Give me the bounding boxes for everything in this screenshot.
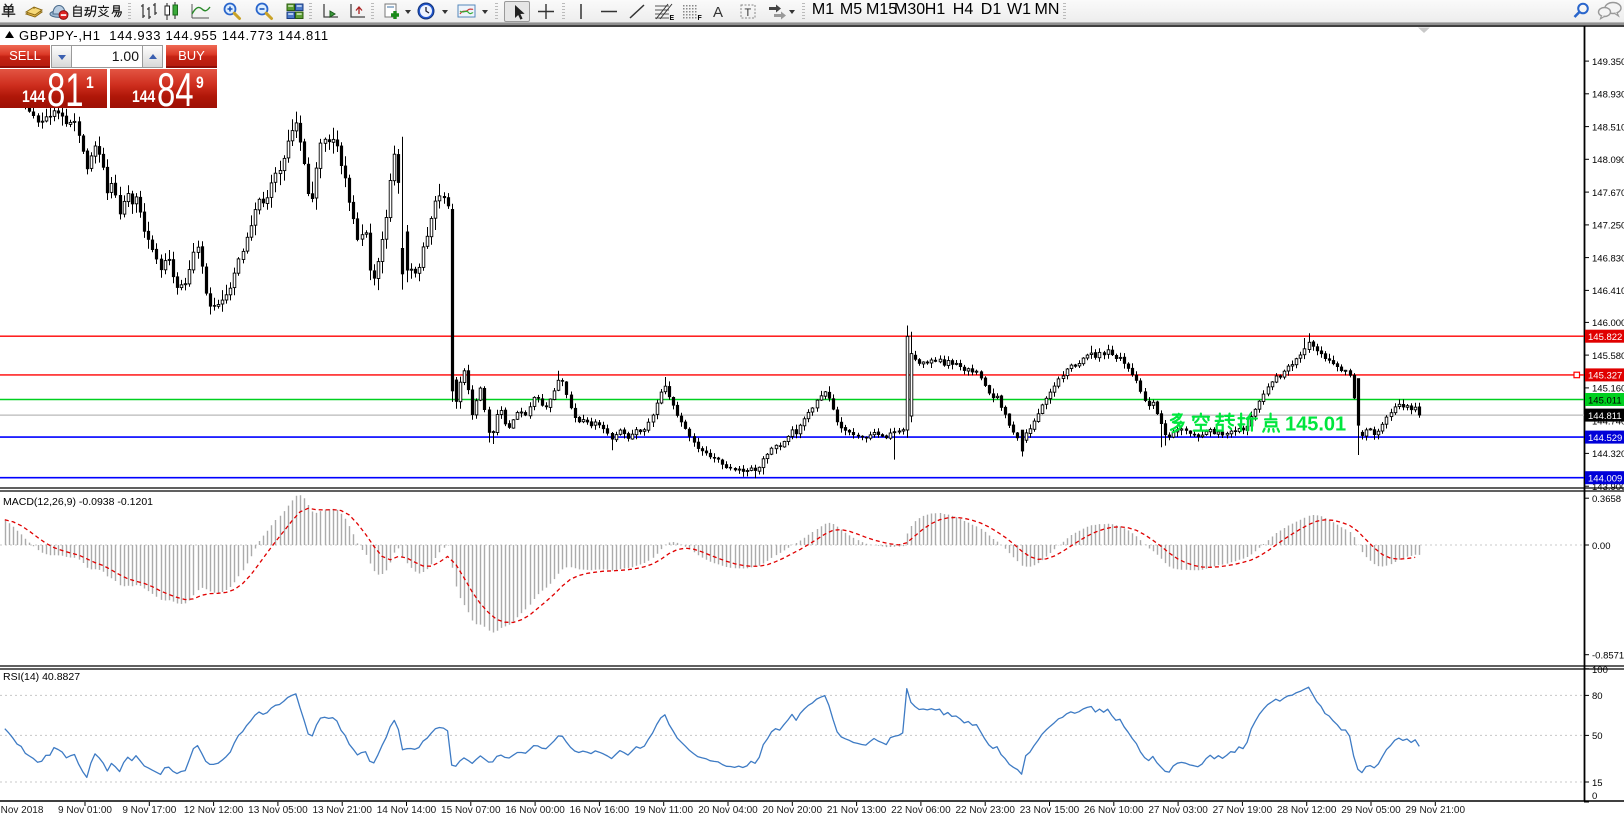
svg-text:23 Nov 15:00: 23 Nov 15:00 [1020,805,1080,816]
svg-text:9 Nov 17:00: 9 Nov 17:00 [122,805,176,816]
svg-text:100: 100 [1592,665,1608,676]
svg-text:F: F [698,15,703,22]
svg-text:28 Nov 12:00: 28 Nov 12:00 [1277,805,1337,816]
svg-text:19 Nov 11:00: 19 Nov 11:00 [634,805,693,816]
svg-text:148.510: 148.510 [1592,122,1624,133]
svg-text:147.670: 147.670 [1592,188,1624,199]
svg-text:MACD(12,26,9) -0.0938 -0.1201: MACD(12,26,9) -0.0938 -0.1201 [3,496,153,508]
svg-text:80: 80 [1592,691,1603,702]
svg-text:20 Nov 20:00: 20 Nov 20:00 [763,805,823,816]
svg-text:0.00: 0.00 [1592,541,1611,552]
svg-text:27 Nov 19:00: 27 Nov 19:00 [1213,805,1273,816]
svg-text:15 Nov 07:00: 15 Nov 07:00 [441,805,501,816]
svg-text:143.900: 143.900 [1592,482,1624,493]
svg-text:-0.8571: -0.8571 [1592,651,1624,662]
svg-text:144.811: 144.811 [1588,411,1622,422]
svg-text:145.327: 145.327 [1588,371,1622,382]
svg-text:144.320: 144.320 [1592,449,1624,460]
svg-text:29 Nov 21:00: 29 Nov 21:00 [1406,805,1466,816]
svg-text:148.930: 148.930 [1592,90,1624,101]
svg-text:148.090: 148.090 [1592,155,1624,166]
svg-text:13 Nov 21:00: 13 Nov 21:00 [312,805,372,816]
svg-text:13 Nov 05:00: 13 Nov 05:00 [248,805,308,816]
svg-text:A: A [713,4,723,21]
svg-text:145.01: 145.01 [1285,414,1346,436]
svg-text:E: E [670,15,675,22]
svg-text:15: 15 [1592,778,1603,789]
svg-text:146.410: 146.410 [1592,286,1624,297]
svg-text:145.160: 145.160 [1592,384,1624,395]
svg-text:144.529: 144.529 [1588,433,1622,444]
svg-text:16 Nov 16:00: 16 Nov 16:00 [570,805,630,816]
svg-text:14 Nov 14:00: 14 Nov 14:00 [377,805,437,816]
svg-text:22 Nov 06:00: 22 Nov 06:00 [891,805,951,816]
svg-text:145.011: 145.011 [1588,395,1622,406]
svg-text:GBPJPY-,H1 144.933 144.955 14: GBPJPY-,H1 144.933 144.955 144.773 144.8… [19,28,329,43]
svg-text:T: T [745,7,752,19]
svg-text:0: 0 [1592,791,1597,802]
svg-text:27 Nov 03:00: 27 Nov 03:00 [1148,805,1208,816]
svg-text:50: 50 [1592,731,1603,742]
svg-text:144.009: 144.009 [1588,474,1622,485]
svg-text:0.3658: 0.3658 [1592,494,1621,505]
svg-text:145.822: 145.822 [1588,332,1622,343]
svg-text:149.350: 149.350 [1592,57,1624,68]
svg-text:145.580: 145.580 [1592,351,1624,362]
svg-text:146.830: 146.830 [1592,253,1624,264]
svg-text:147.250: 147.250 [1592,221,1624,232]
svg-text:RSI(14) 40.8827: RSI(14) 40.8827 [3,671,80,683]
svg-text:Nov 2018: Nov 2018 [1,805,44,816]
svg-text:29 Nov 05:00: 29 Nov 05:00 [1341,805,1401,816]
svg-text:22 Nov 23:00: 22 Nov 23:00 [955,805,1015,816]
svg-text:144.740: 144.740 [1592,416,1624,427]
svg-text:146.000: 146.000 [1592,318,1624,329]
svg-text:9 Nov 01:00: 9 Nov 01:00 [58,805,112,816]
svg-text:12 Nov 12:00: 12 Nov 12:00 [184,805,244,816]
svg-text:21 Nov 13:00: 21 Nov 13:00 [827,805,887,816]
svg-text:16 Nov 00:00: 16 Nov 00:00 [505,805,565,816]
svg-text:26 Nov 10:00: 26 Nov 10:00 [1084,805,1144,816]
svg-text:20 Nov 04:00: 20 Nov 04:00 [698,805,758,816]
